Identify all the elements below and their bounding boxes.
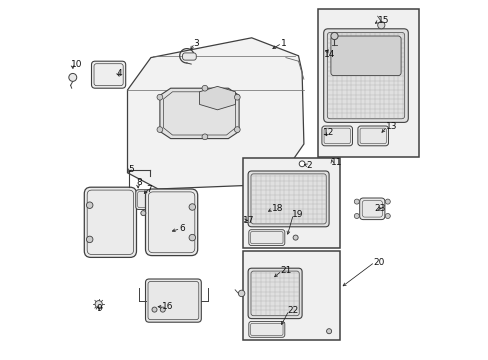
Polygon shape — [160, 88, 239, 139]
Text: 21: 21 — [280, 266, 291, 275]
FancyBboxPatch shape — [182, 53, 196, 60]
Circle shape — [157, 127, 163, 132]
Bar — [318, 9, 418, 157]
Circle shape — [202, 134, 207, 140]
FancyBboxPatch shape — [145, 279, 201, 322]
Text: 9: 9 — [96, 305, 102, 313]
Circle shape — [86, 236, 93, 243]
Bar — [242, 158, 339, 248]
Circle shape — [157, 94, 163, 100]
FancyBboxPatch shape — [359, 198, 384, 220]
Text: 10: 10 — [71, 60, 82, 69]
Text: 17: 17 — [243, 216, 254, 225]
Circle shape — [377, 22, 384, 29]
Text: 6: 6 — [179, 224, 184, 233]
Circle shape — [152, 307, 157, 312]
Circle shape — [326, 329, 331, 334]
FancyBboxPatch shape — [84, 187, 136, 257]
Text: 5: 5 — [128, 165, 134, 174]
FancyBboxPatch shape — [247, 268, 302, 319]
Text: 4: 4 — [117, 69, 122, 78]
Text: 13: 13 — [385, 122, 396, 131]
Text: 8: 8 — [136, 179, 142, 188]
FancyBboxPatch shape — [248, 321, 284, 337]
Circle shape — [385, 199, 389, 204]
Polygon shape — [127, 38, 303, 189]
FancyBboxPatch shape — [323, 29, 407, 122]
Circle shape — [189, 234, 195, 241]
Text: 2: 2 — [306, 161, 311, 170]
Circle shape — [86, 202, 93, 208]
Circle shape — [69, 73, 77, 81]
Circle shape — [354, 213, 359, 219]
FancyBboxPatch shape — [321, 126, 352, 146]
FancyBboxPatch shape — [247, 171, 328, 227]
Circle shape — [160, 307, 165, 312]
Text: 18: 18 — [271, 204, 283, 213]
Text: 19: 19 — [291, 210, 303, 219]
Circle shape — [385, 213, 389, 219]
Circle shape — [234, 94, 240, 100]
Text: 7: 7 — [146, 185, 152, 194]
Text: 14: 14 — [323, 50, 334, 59]
FancyBboxPatch shape — [145, 189, 197, 256]
Circle shape — [202, 85, 207, 91]
Circle shape — [238, 290, 244, 297]
Circle shape — [141, 211, 145, 216]
Text: 23: 23 — [374, 204, 386, 212]
Circle shape — [292, 235, 298, 240]
FancyBboxPatch shape — [248, 230, 284, 246]
Circle shape — [299, 161, 305, 167]
Text: 20: 20 — [373, 258, 384, 266]
FancyBboxPatch shape — [91, 61, 125, 88]
Text: 12: 12 — [322, 128, 334, 137]
Text: 22: 22 — [287, 306, 298, 315]
Circle shape — [330, 32, 337, 40]
Circle shape — [234, 127, 240, 132]
Circle shape — [189, 204, 195, 210]
Text: 15: 15 — [377, 17, 388, 26]
Text: 16: 16 — [162, 302, 174, 311]
FancyBboxPatch shape — [357, 126, 387, 146]
Bar — [242, 251, 339, 340]
Text: 3: 3 — [193, 39, 199, 48]
Text: 1: 1 — [280, 39, 285, 48]
Circle shape — [95, 301, 102, 308]
Text: 11: 11 — [330, 158, 342, 167]
FancyBboxPatch shape — [136, 190, 151, 210]
Polygon shape — [199, 86, 235, 110]
FancyBboxPatch shape — [330, 36, 400, 76]
Circle shape — [354, 199, 359, 204]
